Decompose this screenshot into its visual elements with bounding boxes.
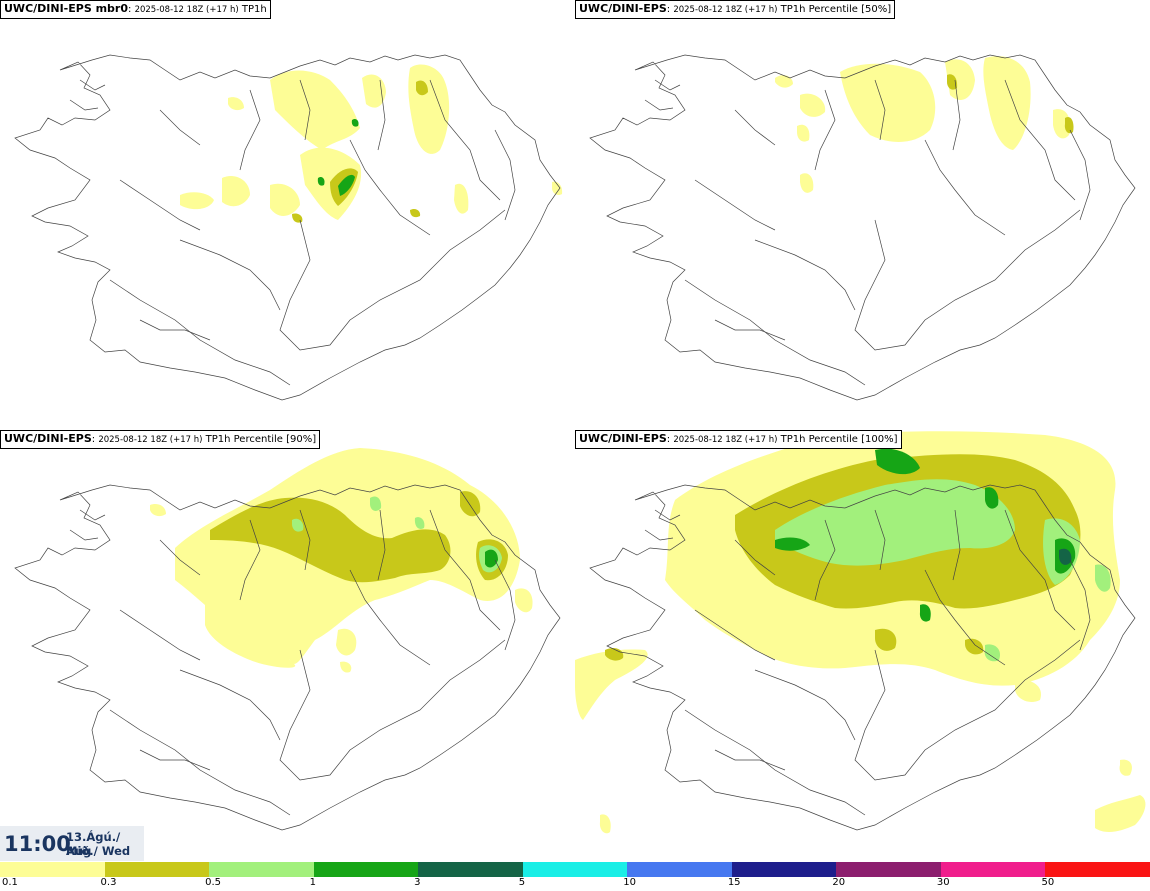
panel-title: UWC/DINI-EPS: 2025-08-12 18Z (+17 h) TP1… [575,0,896,19]
legend-label: 50 [1041,877,1055,888]
panel-title: UWC/DINI-EPS: 2025-08-12 18Z (+17 h) TP1… [0,430,321,449]
legend-swatch [313,862,419,877]
legend-swatch [104,862,210,877]
legend-label: 3 [414,877,421,888]
precip-map [575,431,1146,834]
coastline [589,484,1136,831]
legend-label: 15 [727,877,741,888]
legend-swatch [1045,862,1150,877]
legend-swatch [731,862,837,877]
legend-swatch [836,862,941,877]
legend-colorbar [0,862,1150,877]
legend-label: 0.3 [100,877,117,888]
panel-title: UWC/DINI-EPS mbr0: 2025-08-12 18Z (+17 h… [0,0,271,19]
legend-swatch [209,862,314,877]
precip-shading [180,64,563,223]
legend-label: 30 [936,877,950,888]
legend-label: 1 [309,877,316,888]
map-panel-p50: UWC/DINI-EPS: 2025-08-12 18Z (+17 h) TP1… [575,0,1150,430]
precip-shading [775,56,1074,193]
map-panel-p100: UWC/DINI-EPS: 2025-08-12 18Z (+17 h) TP1… [575,430,1150,860]
legend-swatch [418,862,523,877]
valid-time: 11:00 [4,832,71,856]
precip-shading [575,431,1146,834]
valid-time-box: 11:00 13.Ágú./ Aug Mið./ Wed [0,826,144,861]
legend-label: 5 [518,877,526,888]
legend-swatch [0,862,105,877]
valid-weekday: Mið./ Wed [66,844,131,858]
coastline [14,484,561,831]
legend-swatch [940,862,1046,877]
legend-swatch [627,862,732,877]
panel-title: UWC/DINI-EPS: 2025-08-12 18Z (+17 h) TP1… [575,430,902,449]
coastline [589,54,1136,401]
legend-label: 0.1 [2,877,18,888]
map-panel-p90: UWC/DINI-EPS: 2025-08-12 18Z (+17 h) TP1… [0,430,575,860]
legend-swatch [522,862,628,877]
valid-date: 13.Ágú./ Aug [66,830,121,858]
precip-map [589,54,1136,401]
legend-label: 20 [832,877,846,888]
precip-map [14,448,561,831]
precip-map [14,54,563,401]
legend-label: 10 [623,877,636,888]
color-legend: 0.1 0.3 0.5 1 3 5 10 15 20 30 50 [0,862,1150,891]
map-panel-mbr0: UWC/DINI-EPS mbr0: 2025-08-12 18Z (+17 h… [0,0,575,430]
precip-shading [150,448,533,673]
coastline [14,54,561,401]
legend-label: 0.5 [205,877,221,888]
